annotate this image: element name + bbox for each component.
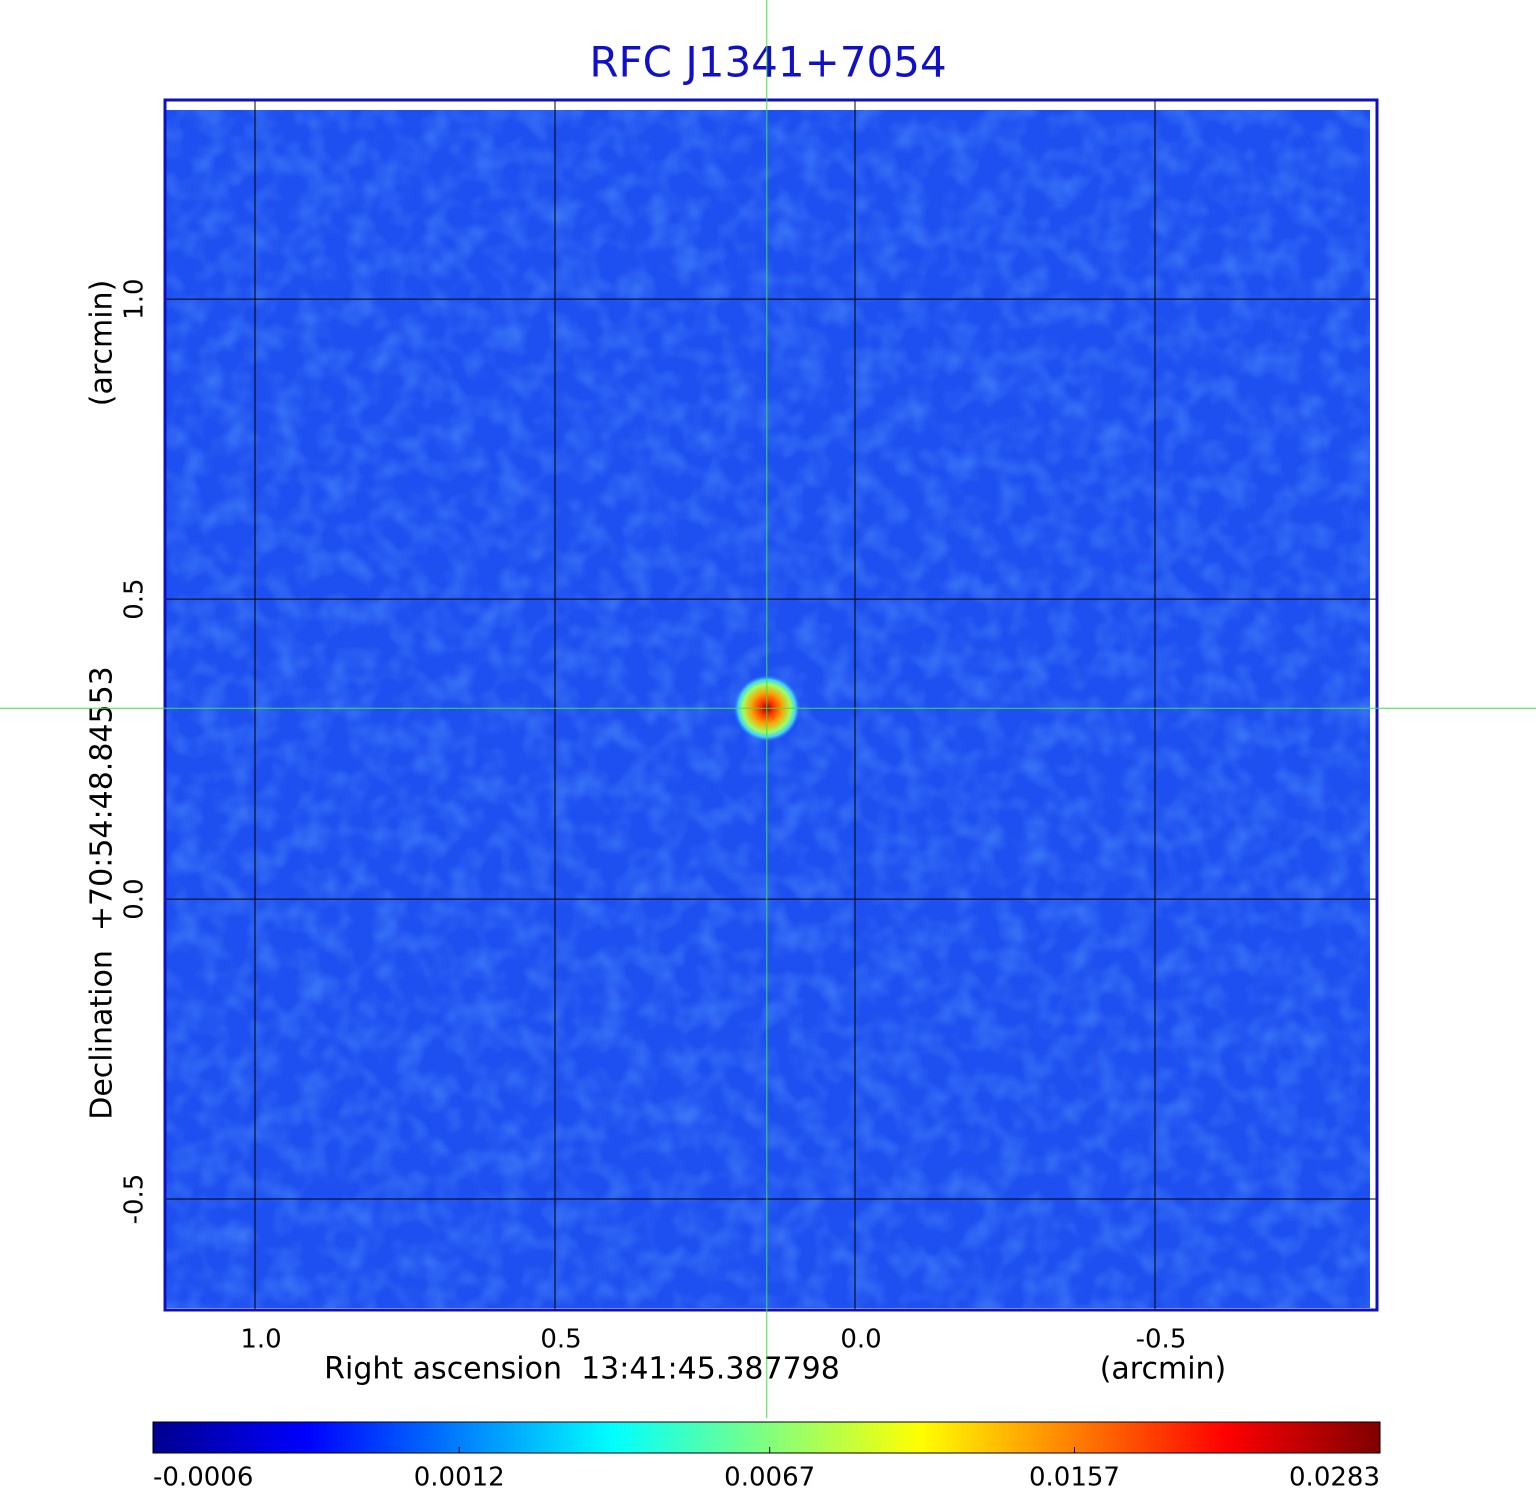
colorbar-tick-label: 0.0067 bbox=[724, 1463, 815, 1493]
plot-frame bbox=[163, 98, 1379, 1312]
x-tick-label: -0.5 bbox=[1136, 1325, 1187, 1355]
chart-title: RFC J1341+7054 bbox=[589, 38, 946, 87]
colorbar-tick-label: 0.0157 bbox=[1029, 1463, 1120, 1493]
y-axis-unit: (arcmin) bbox=[85, 280, 120, 407]
y-tick-label: 1.0 bbox=[120, 278, 150, 319]
colorbar-tick-label: 0.0012 bbox=[414, 1463, 505, 1493]
x-tick-label: 0.0 bbox=[840, 1325, 881, 1355]
colorbar-tick-label: -0.0006 bbox=[153, 1463, 253, 1493]
colorbar bbox=[152, 1421, 1381, 1454]
y-tick-label: 0.5 bbox=[120, 578, 150, 619]
y-tick-label: 0.0 bbox=[120, 878, 150, 919]
x-axis-unit: (arcmin) bbox=[1100, 1352, 1227, 1387]
x-axis-label: Right ascension 13:41:45.387798 bbox=[324, 1352, 840, 1387]
x-tick-label: 1.0 bbox=[240, 1325, 281, 1355]
y-axis-label: Declination +70:54:48.84553 bbox=[85, 666, 120, 1120]
y-tick-label: -0.5 bbox=[120, 1174, 150, 1225]
colorbar-tick-label: 0.0283 bbox=[1289, 1463, 1380, 1493]
x-tick-label: 0.5 bbox=[540, 1325, 581, 1355]
